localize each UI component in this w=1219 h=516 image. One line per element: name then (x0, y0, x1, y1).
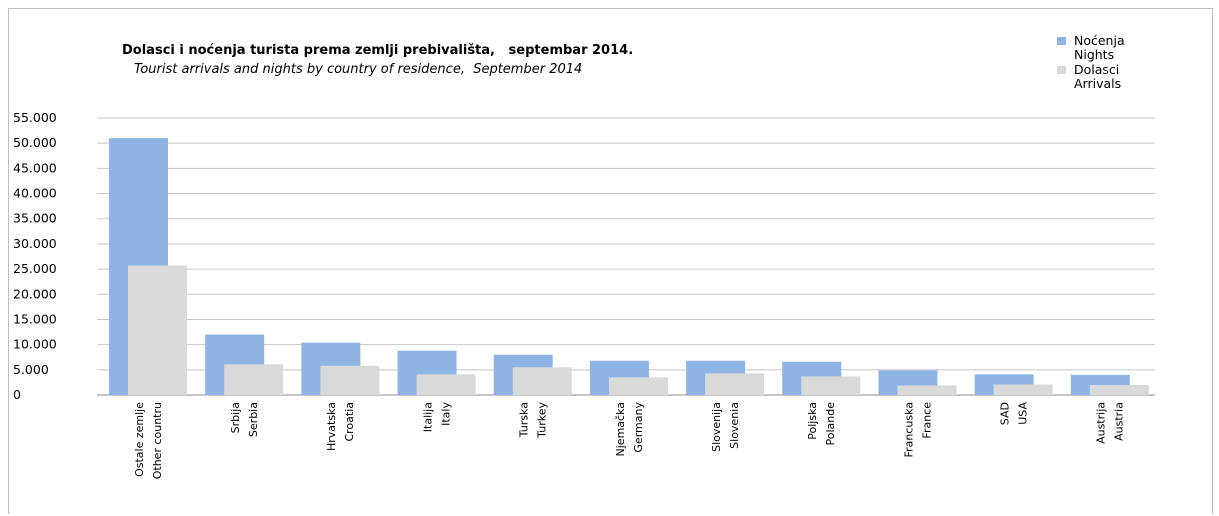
x-tick-label-line: Austrija (1095, 402, 1108, 444)
bar-arrivals (993, 384, 1053, 395)
y-tick-label: 40.000 (13, 186, 57, 201)
legend-label-arrivals: Arrivals (1074, 76, 1121, 91)
bar-arrivals (128, 265, 187, 395)
y-tick-label: 55.000 (13, 110, 57, 125)
y-tick-label: 30.000 (13, 236, 57, 251)
chart-frame (8, 8, 1213, 514)
bar-arrivals (224, 364, 284, 395)
x-tick-label: Slovenija Slovenia (710, 402, 741, 452)
x-axis-ticks: Ostale zemlje Other countru Srbija Serbia Hr… (133, 402, 1126, 480)
legend-swatch-nights (1057, 37, 1066, 45)
bar-arrivals (416, 374, 476, 395)
bar-arrivals (705, 373, 765, 395)
x-tick-label-line: Hrvatska (325, 402, 338, 451)
x-tick-label-line: Turska (518, 402, 531, 438)
y-tick-label: 10.000 (13, 337, 57, 352)
x-tick-label-line: Slovenia (728, 402, 741, 449)
bar-arrivals (608, 377, 668, 395)
legend-label-nocenja: Noćenja (1074, 33, 1125, 48)
x-tick-label-line: USA (1016, 402, 1029, 425)
x-tick-label-line: Other countru (151, 402, 164, 479)
x-tick-label: Njemačka Germany (614, 402, 645, 457)
x-tick-label-line: Njemačka (614, 402, 627, 456)
y-tick-label: 25.000 (13, 261, 57, 276)
x-tick-label-line: SAD (998, 402, 1011, 425)
legend-label-nights: Nights (1074, 47, 1114, 62)
chart-title: Dolasci i noćenja turista prema zemlji p… (122, 43, 633, 58)
bars (109, 138, 1149, 396)
x-tick-label-line: Turkey (536, 402, 549, 439)
x-tick-label: Poljska Polande (806, 402, 837, 446)
bar-arrivals (801, 376, 861, 395)
x-tick-label-line: Ostale zemlje (133, 402, 146, 477)
chart-subtitle: Tourist arrivals and nights by country o… (134, 62, 582, 77)
bar-arrivals (1089, 384, 1149, 395)
x-tick-label: Francuska France (902, 402, 933, 458)
x-tick-label: Srbija Serbia (229, 402, 260, 437)
y-tick-label: 0 (13, 387, 21, 402)
x-tick-label-line: Polande (824, 402, 837, 446)
x-tick-label: Turska Turkey (518, 402, 549, 439)
x-tick-label-line: Italija (421, 402, 434, 432)
x-tick-label: Italija Italy (421, 402, 452, 433)
x-tick-label: SAD USA (998, 402, 1029, 426)
y-tick-label: 5.000 (13, 362, 49, 377)
x-tick-label-line: Francuska (902, 402, 915, 457)
x-tick-label-line: Slovenija (710, 402, 723, 452)
bar-arrivals (512, 367, 572, 395)
x-tick-label-line: Poljska (806, 402, 819, 440)
x-tick-label-line: Italy (439, 402, 452, 426)
legend-swatch-arrivals (1057, 66, 1066, 74)
y-tick-label: 45.000 (13, 160, 57, 175)
x-tick-label-line: Austria (1113, 402, 1126, 441)
y-axis-ticks: 0 5.000 10.000 15.000 20.000 25.000 30.000 35.0… (13, 110, 57, 402)
legend: Noćenja Nights Dolasci Arrivals (1057, 33, 1125, 91)
bar-arrivals (320, 365, 380, 395)
x-tick-label-line: Serbia (247, 402, 260, 437)
x-tick-label: Ostale zemlje Other countru (133, 402, 164, 479)
x-tick-label: Austrija Austria (1095, 402, 1126, 444)
y-tick-label: 50.000 (13, 135, 57, 150)
x-tick-label: Hrvatska Croatia (325, 402, 356, 451)
y-tick-label: 15.000 (13, 311, 57, 326)
legend-label-dolasci: Dolasci (1074, 62, 1119, 77)
y-tick-label: 20.000 (13, 286, 57, 301)
x-tick-label-line: France (920, 402, 933, 439)
bar-arrivals (897, 385, 957, 395)
y-tick-label: 35.000 (13, 211, 57, 226)
x-tick-label-line: Germany (632, 402, 645, 453)
x-tick-label-line: Croatia (343, 402, 356, 442)
x-tick-label-line: Srbija (229, 402, 242, 433)
